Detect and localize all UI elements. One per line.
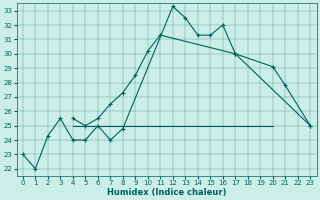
- X-axis label: Humidex (Indice chaleur): Humidex (Indice chaleur): [107, 188, 226, 197]
